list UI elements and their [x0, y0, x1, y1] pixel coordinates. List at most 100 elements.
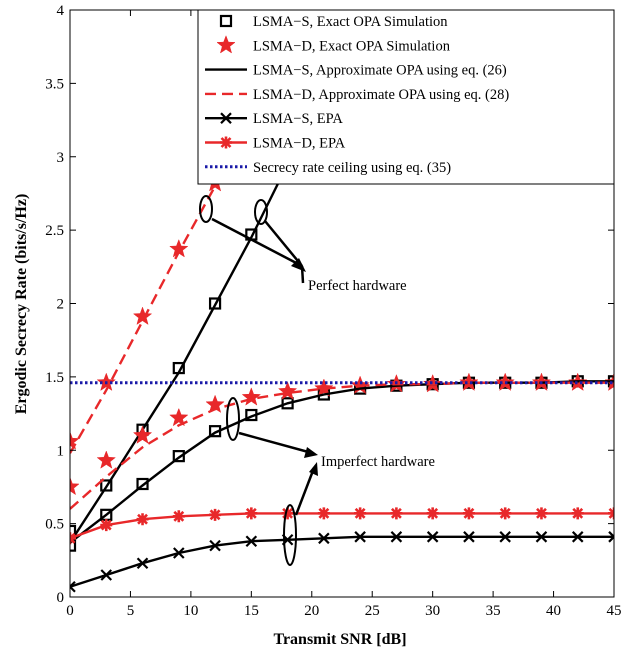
- data-point: [499, 531, 511, 543]
- x-tick-label: 35: [486, 603, 501, 619]
- legend-entry-3: LSMA−D, Approximate OPA using eq. (28): [205, 87, 509, 103]
- y-tick-label: 4: [57, 3, 65, 19]
- series-8: [70, 531, 614, 593]
- series-line-9: [70, 512, 614, 540]
- data-point: [208, 297, 222, 310]
- data-point: [132, 425, 153, 444]
- data-point: [100, 479, 113, 492]
- data-point: [209, 508, 222, 521]
- x-tick-label: 0: [66, 603, 74, 619]
- data-point: [169, 407, 189, 427]
- data-point: [172, 450, 185, 463]
- legend-label: LSMA−S, Approximate OPA using eq. (26): [253, 63, 507, 79]
- y-tick-label: 1.5: [45, 370, 64, 386]
- x-tick-label: 5: [127, 603, 135, 619]
- data-point: [132, 306, 153, 325]
- legend-entry-5: LSMA−D, EPA: [205, 136, 346, 152]
- imperfect-arrow-2: [294, 467, 316, 516]
- data-point: [100, 569, 113, 581]
- data-point: [245, 535, 258, 548]
- data-point: [317, 507, 330, 520]
- data-point: [245, 507, 258, 520]
- series-line-8: [70, 535, 614, 588]
- axes-layer: 0 5 10 15 20 25 30 35 40 45 0 0.5 1 1.5 2 2.5 3 3.5 4: [45, 3, 621, 619]
- data-point: [571, 507, 584, 520]
- data-point: [136, 513, 149, 526]
- y-tick-label: 1: [57, 443, 65, 459]
- imperfect-arrow-1: [238, 431, 313, 455]
- data-point: [608, 531, 614, 543]
- data-point: [136, 557, 149, 570]
- legend-label: LSMA−D, Approximate OPA using eq. (28): [253, 87, 509, 103]
- x-tick-label: 25: [365, 603, 380, 619]
- data-point: [70, 524, 77, 538]
- data-point: [426, 531, 439, 543]
- perfect-ellipse-left: [199, 195, 213, 223]
- y-tick-label: 2: [57, 297, 65, 313]
- data-point: [463, 531, 475, 543]
- data-point: [314, 378, 334, 397]
- legend-entry-2: LSMA−S, Approximate OPA using eq. (26): [205, 63, 507, 79]
- y-tick-label: 3.5: [45, 76, 64, 92]
- data-point: [70, 539, 77, 552]
- series-2: [70, 163, 289, 544]
- perfect-ellipse-right: [254, 199, 268, 225]
- legend-label: LSMA−S, EPA: [253, 111, 343, 127]
- series-layer: [70, 157, 614, 593]
- series-line-6: [70, 380, 614, 544]
- legend-label: LSMA−S, Exact OPA Simulation: [253, 14, 448, 30]
- x-tick-label: 10: [183, 603, 198, 619]
- y-axis-label: Ergodic Secrecy Rate (bits/s/Hz): [13, 194, 30, 415]
- series-7: [70, 381, 614, 510]
- data-point: [354, 507, 367, 520]
- data-point: [241, 387, 262, 406]
- series-9: [70, 507, 614, 545]
- annotation-layer: Perfect hardware Imperfect hardware: [199, 195, 435, 566]
- data-point: [173, 547, 185, 559]
- data-point: [70, 580, 76, 593]
- data-point: [277, 381, 298, 400]
- data-point: [70, 431, 80, 450]
- x-tick-label: 15: [244, 603, 259, 619]
- perfect-arrow-2: [264, 220, 303, 267]
- legend-entry-1: LSMA−D, Exact OPA Simulation: [216, 35, 451, 54]
- legend-marker: [220, 112, 232, 124]
- legend-marker: [216, 35, 236, 54]
- annotation-perfect-hardware: Perfect hardware: [308, 278, 407, 294]
- data-point: [354, 531, 366, 543]
- x-tick-label: 40: [546, 603, 561, 619]
- legend-label: Secrecy rate ceiling using eq. (35): [253, 160, 451, 176]
- legend-entry-4: LSMA−S, EPA: [205, 111, 343, 127]
- legend-label: LSMA−D, Exact OPA Simulation: [253, 38, 451, 54]
- x-tick-label: 20: [304, 603, 319, 619]
- series-line-7: [70, 381, 614, 510]
- legend-box: [197, 9, 615, 185]
- perfect-arrow-1: [211, 217, 303, 268]
- data-point: [571, 531, 584, 543]
- x-tick-label: 45: [607, 603, 622, 619]
- legend-marker: [219, 14, 233, 28]
- data-point: [390, 531, 403, 543]
- legend: LSMA−S, Exact OPA Simulation LSMA−D, Exac…: [197, 9, 615, 185]
- imperfect-arrowhead-1: [304, 447, 318, 458]
- legend-marker: [220, 136, 232, 149]
- legend-entry-0: LSMA−S, Exact OPA Simulation: [219, 14, 448, 30]
- imperfect-arrowhead-2: [309, 462, 318, 476]
- data-point: [426, 507, 439, 520]
- data-point: [281, 507, 294, 520]
- y-tick-label: 0.5: [45, 517, 64, 533]
- legend-entry-6: Secrecy rate ceiling using eq. (35): [205, 160, 451, 176]
- imperfect-ellipse-lower: [283, 504, 297, 566]
- legend-label: LSMA−D, EPA: [253, 136, 346, 152]
- imperfect-ellipse-upper: [226, 397, 240, 441]
- x-axis-label: Transmit SNR [dB]: [273, 631, 406, 648]
- data-point: [70, 476, 80, 496]
- data-point: [535, 507, 548, 520]
- x-tick-label: 30: [425, 603, 440, 619]
- data-point: [96, 450, 116, 469]
- data-point: [499, 507, 512, 520]
- y-tick-label: 3: [57, 150, 65, 166]
- data-point: [172, 510, 185, 523]
- data-point: [209, 539, 221, 552]
